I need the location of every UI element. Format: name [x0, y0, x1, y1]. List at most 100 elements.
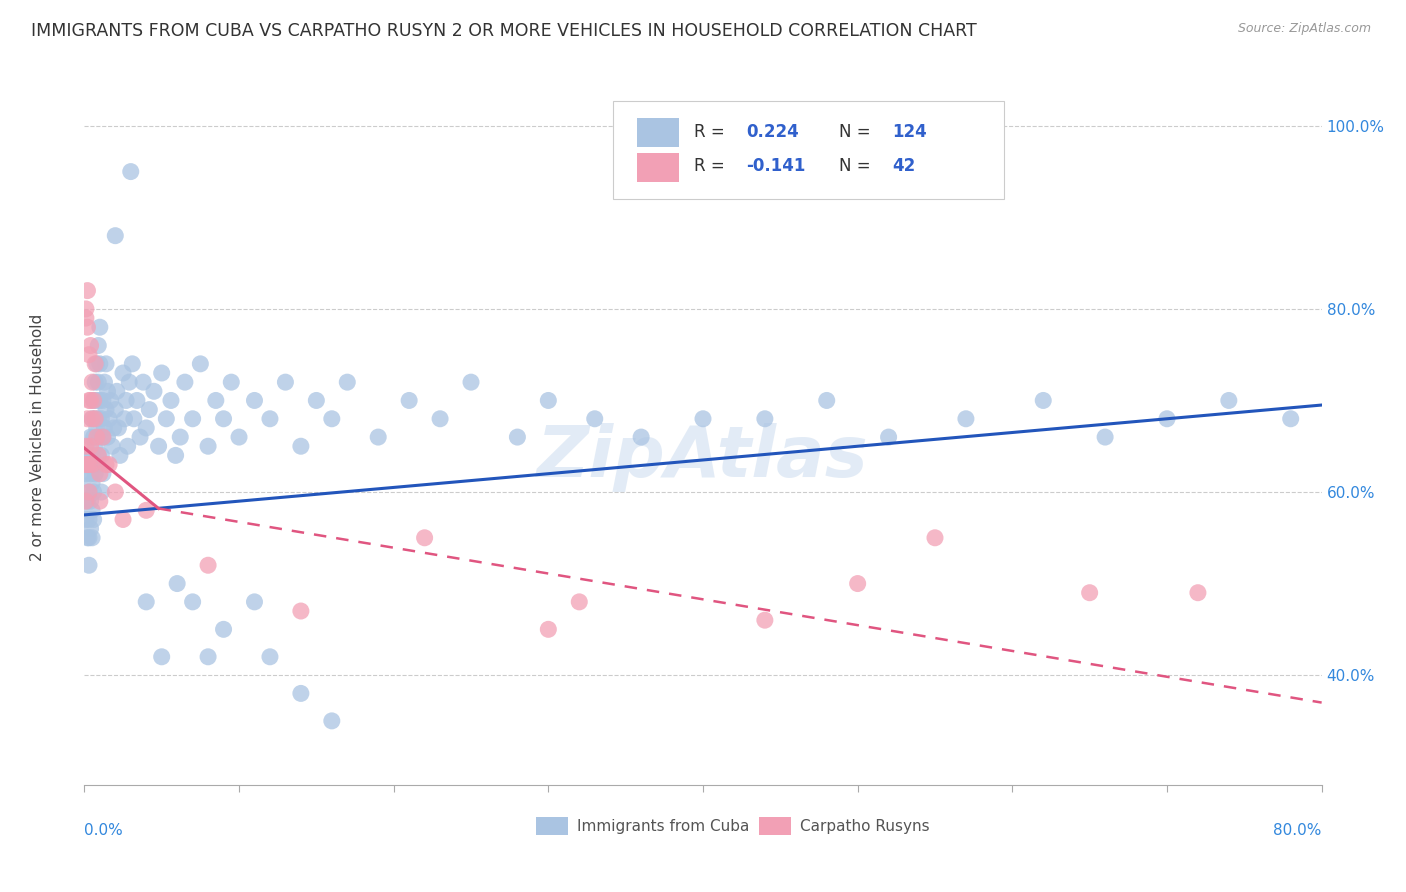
Point [77, 531, 100, 545]
Point [83, 430, 105, 444]
Point [1218, 393, 1240, 408]
Point [321, 714, 343, 728]
Point [129, 430, 152, 444]
Point [259, 411, 281, 425]
Text: 0.0%: 0.0% [84, 823, 124, 838]
Text: 80.0%: 80.0% [1274, 823, 1322, 838]
Point [197, 558, 219, 573]
Text: 2 or more Vehicles in Household: 2 or more Vehicles in Household [30, 313, 45, 561]
Point [83, 458, 105, 472]
Point [83, 485, 105, 500]
Point [143, 384, 166, 399]
Point [75, 512, 97, 526]
Point [108, 449, 131, 463]
Point [82, 458, 104, 472]
Point [290, 439, 312, 453]
Point [336, 375, 359, 389]
Point [76, 284, 98, 298]
Point [90, 485, 112, 500]
Point [692, 411, 714, 425]
Point [86, 458, 108, 472]
FancyBboxPatch shape [613, 101, 1004, 199]
Point [84, 411, 107, 425]
Point [367, 430, 389, 444]
Point [86, 393, 108, 408]
Point [205, 393, 228, 408]
Point [165, 449, 187, 463]
Point [148, 439, 170, 453]
Point [243, 595, 266, 609]
Point [160, 393, 183, 408]
Bar [637, 153, 679, 182]
Point [114, 411, 136, 425]
Point [1279, 411, 1302, 425]
Point [150, 649, 173, 664]
Point [76, 458, 98, 472]
Point [83, 393, 105, 408]
Point [89, 494, 111, 508]
Point [259, 649, 281, 664]
Point [82, 449, 104, 463]
Text: N =: N = [839, 122, 876, 141]
Point [76, 494, 98, 508]
Point [79, 430, 101, 444]
Point [118, 375, 141, 389]
Point [112, 366, 135, 380]
Point [86, 357, 108, 371]
Point [135, 503, 157, 517]
Text: Immigrants from Cuba: Immigrants from Cuba [576, 819, 749, 833]
Point [79, 522, 101, 536]
Point [1187, 585, 1209, 599]
Text: 0.224: 0.224 [747, 122, 799, 141]
Point [104, 485, 127, 500]
Point [89, 393, 111, 408]
Point [86, 421, 108, 435]
Point [75, 311, 97, 326]
Point [174, 375, 197, 389]
Text: -0.141: -0.141 [747, 157, 806, 176]
Point [197, 439, 219, 453]
Point [100, 393, 122, 408]
Point [91, 393, 114, 408]
Point [76, 458, 98, 472]
Point [89, 357, 111, 371]
Point [104, 402, 127, 417]
Point [121, 357, 143, 371]
Point [86, 430, 108, 444]
Point [506, 430, 529, 444]
Point [955, 411, 977, 425]
Text: Carpatho Rusyns: Carpatho Rusyns [800, 819, 929, 833]
Point [125, 393, 148, 408]
Point [105, 384, 128, 399]
Point [75, 301, 97, 316]
Point [79, 338, 101, 352]
Point [94, 357, 117, 371]
Point [132, 375, 155, 389]
Text: R =: R = [695, 157, 730, 176]
Point [75, 458, 97, 472]
Point [212, 623, 235, 637]
Point [89, 430, 111, 444]
Point [290, 604, 312, 618]
Point [87, 449, 110, 463]
Point [84, 439, 107, 453]
Point [79, 467, 101, 481]
Point [90, 411, 112, 425]
Point [181, 411, 204, 425]
Point [87, 411, 110, 425]
Point [321, 411, 343, 425]
Point [429, 411, 451, 425]
Point [398, 393, 420, 408]
Point [1078, 585, 1101, 599]
Point [96, 430, 118, 444]
Point [76, 411, 98, 425]
Point [79, 494, 101, 508]
Point [104, 228, 127, 243]
Point [82, 375, 104, 389]
Text: 42: 42 [893, 157, 915, 176]
Text: R =: R = [695, 122, 730, 141]
Point [1094, 430, 1116, 444]
Point [91, 430, 114, 444]
Point [94, 458, 117, 472]
Point [84, 467, 107, 481]
